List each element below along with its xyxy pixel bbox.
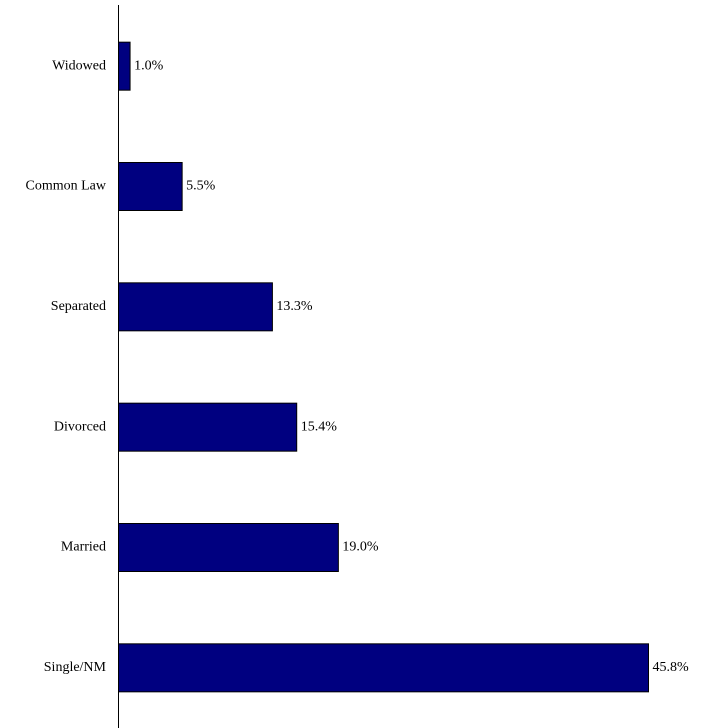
bar (118, 282, 273, 332)
value-label: 19.0% (342, 540, 379, 555)
value-label: 45.8% (653, 660, 690, 675)
value-label: 5.5% (186, 179, 216, 194)
value-label: 1.0% (134, 58, 164, 73)
bar (118, 41, 131, 91)
category-label: Widowed (52, 58, 106, 73)
category-label: Divorced (54, 419, 106, 434)
category-label: Single/NM (44, 660, 107, 675)
bar (118, 162, 183, 211)
value-label: 13.3% (276, 299, 313, 314)
bar (118, 523, 339, 572)
category-label: Married (61, 540, 106, 555)
value-label: 15.4% (301, 419, 338, 434)
bar (118, 402, 298, 452)
category-label: Common Law (26, 179, 107, 194)
category-label: Separated (51, 299, 106, 314)
bar (118, 643, 649, 693)
